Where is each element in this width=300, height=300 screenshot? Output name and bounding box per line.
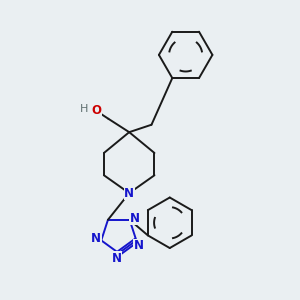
Text: N: N bbox=[134, 239, 144, 252]
Text: N: N bbox=[130, 212, 140, 225]
Text: H: H bbox=[80, 104, 88, 114]
Text: O: O bbox=[92, 104, 101, 117]
Text: N: N bbox=[91, 232, 101, 245]
Text: N: N bbox=[124, 187, 134, 200]
Text: N: N bbox=[111, 252, 122, 265]
